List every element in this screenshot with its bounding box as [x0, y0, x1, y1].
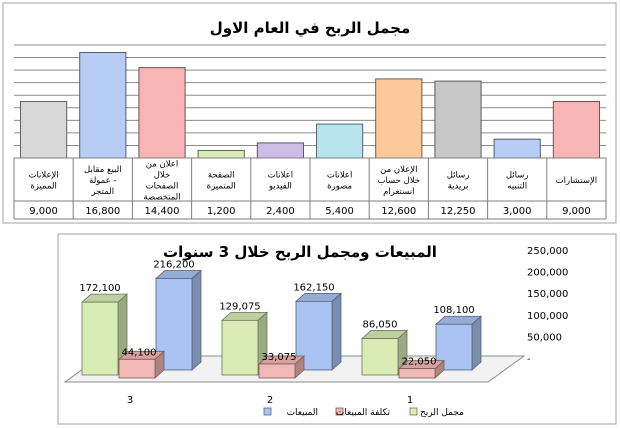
legend-label: المبيعات — [287, 408, 318, 418]
value-label: 16,800 — [85, 206, 120, 217]
bar-group — [20, 101, 68, 159]
bar — [256, 142, 304, 159]
bar-value-label: 129,075 — [219, 301, 260, 312]
bar-side — [331, 292, 342, 371]
value-label: 12,250 — [441, 206, 476, 217]
chart2-bars: 216,200 172,100 44,100 3 162,150 129,075 33,07… — [79, 259, 483, 406]
chart1-bars — [20, 52, 600, 159]
category-label: الإعلانات المميزة — [28, 171, 58, 192]
bar-value-label: 108,100 — [433, 305, 474, 316]
category-label: البيع مقابل عمولة -المتجر — [84, 165, 122, 197]
legend-swatch — [263, 407, 272, 416]
bar — [20, 101, 68, 159]
legend-label: مجمل الربح — [420, 408, 464, 418]
x-category-label: 3 — [127, 395, 133, 406]
value-label: 5,400 — [325, 206, 354, 217]
bar-cost: 33,075 — [257, 352, 306, 379]
category-label: رسائل التنبيه — [506, 171, 529, 192]
legend-swatch — [409, 407, 418, 416]
y-tick-label: - — [527, 354, 531, 365]
bar-value-label: 172,100 — [79, 283, 120, 294]
bar-side — [471, 315, 482, 371]
bar-front — [361, 338, 399, 376]
bar — [434, 80, 482, 159]
bar-value-label: 22,050 — [402, 357, 437, 368]
y-tick-label: 50,000 — [527, 332, 562, 343]
legend-label: تكلفة المبيعات — [336, 408, 391, 418]
chart2-y-axis: 250,000 200,000 150,000 100,000 50,000 - — [527, 246, 568, 365]
bar-group — [434, 80, 482, 159]
bar-group — [493, 138, 541, 159]
bar-front — [398, 368, 436, 379]
chart2-title: المبيعات ومجمل الربح خلال 3 سنوات — [163, 243, 437, 261]
bar-value-label: 33,075 — [262, 352, 297, 363]
y-tick-label: 150,000 — [527, 289, 568, 300]
bar-front — [81, 301, 119, 376]
category-label: اعلان من خلال الصفحات المتخصصة — [143, 160, 180, 203]
bar-value-label: 44,100 — [122, 347, 157, 358]
value-label: 9,000 — [29, 206, 58, 217]
bar-group — [316, 123, 364, 159]
value-label: 12,600 — [381, 206, 416, 217]
y-tick-label: 100,000 — [527, 311, 568, 322]
bar-front — [258, 363, 296, 379]
bar — [493, 138, 541, 159]
bar-sales: 108,100 — [433, 305, 483, 371]
bar-front — [221, 319, 259, 376]
bar-cost: 44,100 — [117, 347, 166, 379]
bar-profit: 86,050 — [360, 320, 409, 376]
category-label: رسائل بريدية — [447, 171, 470, 192]
bar-group — [256, 142, 304, 159]
chart1-title: مجمل الربح في العام الاول — [210, 19, 411, 37]
bar — [138, 67, 186, 159]
value-label: 1,200 — [207, 206, 236, 217]
chart1-data-table: الإعلانات المميزة 9,000 البيع مقابل عمولة -ا… — [13, 157, 607, 220]
bar-group — [197, 149, 245, 159]
bar-side — [191, 269, 202, 371]
x-category-label: 2 — [267, 395, 273, 406]
y-tick-label: 250,000 — [527, 246, 568, 257]
bar-value-label: 162,150 — [293, 282, 334, 293]
category-label: اعلانات الفيديو — [268, 171, 293, 192]
category-label: الصفحة المتميزة — [207, 171, 236, 192]
category-label: الإعلان من خلال حساب انستغرام — [377, 165, 420, 197]
value-label: 2,400 — [266, 206, 295, 217]
legend-swatch — [335, 407, 344, 416]
bar — [316, 123, 364, 159]
bar-value-label: 216,200 — [153, 259, 194, 270]
value-label: 3,000 — [503, 206, 532, 217]
bar-group — [138, 67, 186, 159]
bar-sales: 216,200 — [153, 259, 203, 371]
bar-group — [79, 52, 127, 159]
chart2-legend: المبيعات تكلفة المبيعات مجمل الربح — [263, 407, 464, 418]
bar-front — [118, 358, 156, 379]
y-tick-label: 200,000 — [527, 268, 568, 279]
bar — [552, 101, 600, 159]
bar-group — [375, 78, 423, 159]
bar-group — [552, 101, 600, 159]
bar-value-label: 86,050 — [363, 320, 398, 331]
value-label: 9,000 — [562, 206, 591, 217]
bar — [79, 52, 127, 159]
value-label: 14,400 — [145, 206, 180, 217]
bar — [375, 78, 423, 159]
category-label: اعلانات مصورة — [327, 171, 352, 192]
x-category-label: 1 — [407, 395, 413, 406]
category-label: الإستشارات — [556, 176, 598, 186]
bar — [197, 149, 245, 159]
bar-front — [155, 278, 193, 371]
bar-cost: 22,050 — [397, 357, 446, 379]
